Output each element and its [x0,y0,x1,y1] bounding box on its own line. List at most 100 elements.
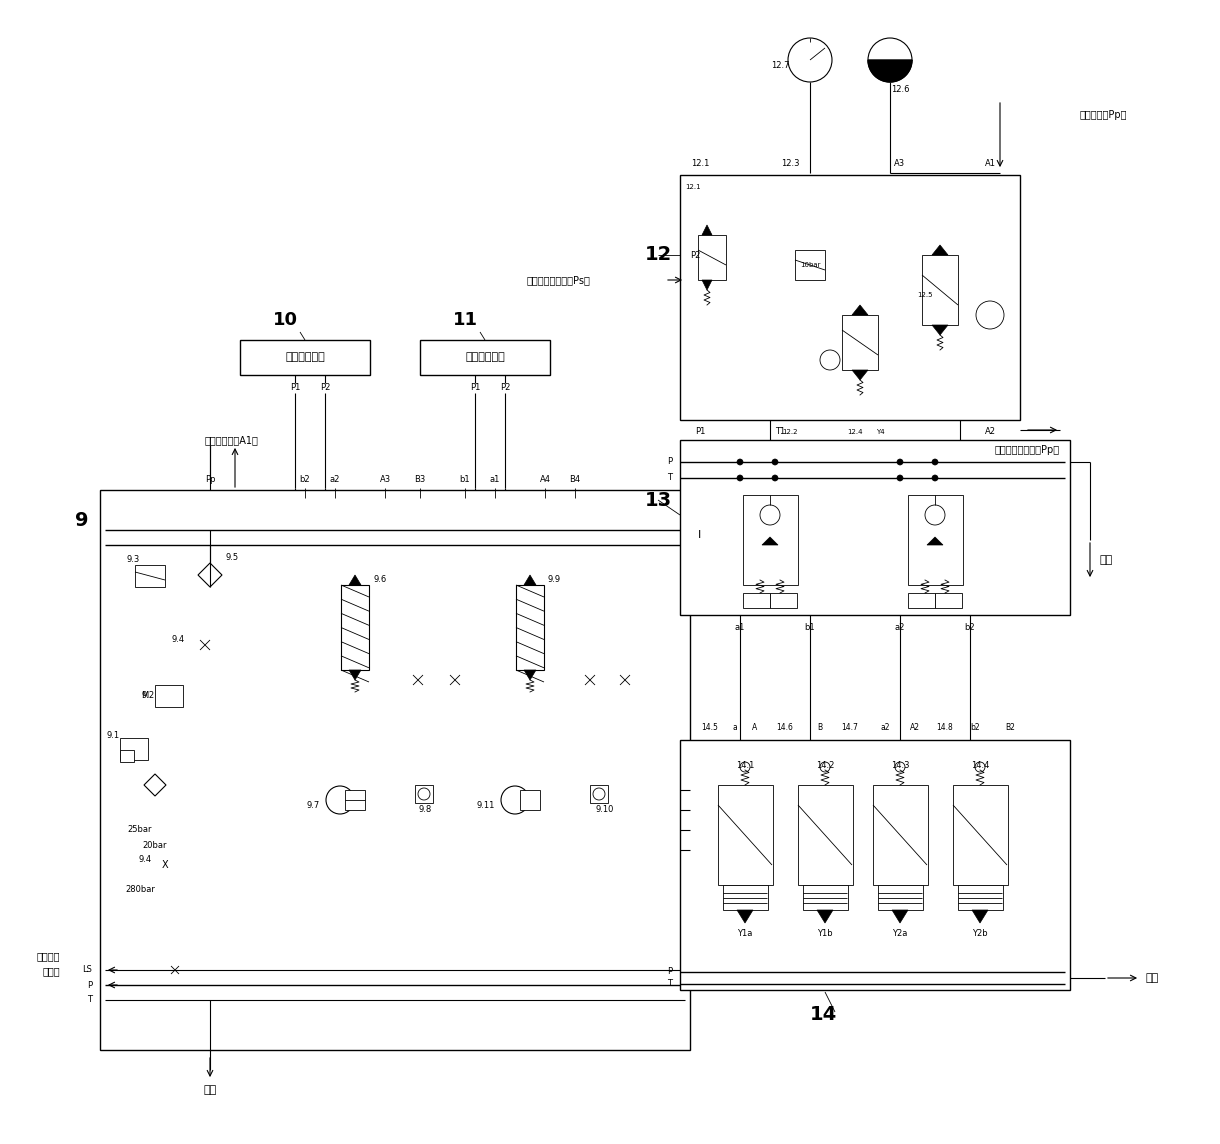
Circle shape [772,459,778,464]
Text: B3: B3 [415,476,426,485]
Text: 12.2: 12.2 [782,429,798,435]
Text: 9.4: 9.4 [172,636,185,644]
Text: 先导控制阀组A1口: 先导控制阀组A1口 [205,435,259,445]
Bar [590,785,608,803]
Text: 12.7: 12.7 [771,61,789,70]
Text: I: I [698,530,701,540]
Text: P: P [87,980,92,990]
Text: 9: 9 [74,510,88,530]
Polygon shape [892,909,908,923]
Bar [516,585,544,670]
Circle shape [737,475,743,480]
Bar [698,235,726,280]
Polygon shape [525,670,536,680]
Text: 第七梭阀: 第七梭阀 [37,951,60,961]
Circle shape [897,475,903,480]
Polygon shape [762,561,778,569]
Circle shape [932,475,938,480]
Bar [935,593,963,607]
Text: 25bar: 25bar [128,826,152,834]
Text: A3: A3 [894,159,905,167]
Text: LS: LS [82,966,92,975]
Text: 9.7: 9.7 [306,801,320,810]
Polygon shape [349,575,361,585]
Bar [953,785,1008,885]
Text: A: A [753,723,758,732]
Bar [680,740,1070,990]
Text: a2: a2 [894,622,905,631]
Bar [342,585,368,670]
Text: 12.1: 12.1 [691,159,709,167]
Circle shape [897,459,903,464]
Text: P2: P2 [691,251,700,260]
Circle shape [737,459,743,464]
Bar [240,340,370,375]
Bar [120,750,134,762]
Text: 9.10: 9.10 [595,805,614,815]
Text: 柱塞泵: 柱塞泵 [43,966,60,976]
Text: T: T [667,979,672,988]
Text: P: P [667,968,672,977]
Text: 12.6: 12.6 [891,86,909,95]
Bar [520,791,540,810]
Text: P1: P1 [290,382,300,391]
Text: T: T [87,995,92,1004]
Text: T: T [667,474,672,483]
Bar [723,885,769,909]
Bar [743,593,770,607]
Bar [345,791,365,810]
Bar [874,785,928,885]
Text: A3: A3 [379,476,390,485]
Text: 9.1: 9.1 [107,731,120,739]
Text: b1: b1 [460,476,471,485]
Polygon shape [702,225,712,235]
Bar [908,495,963,585]
Text: P2: P2 [320,382,331,391]
Bar [135,565,165,587]
Text: 9.6: 9.6 [373,575,387,585]
Text: Pp: Pp [205,476,215,485]
Text: 14.7: 14.7 [842,723,859,732]
Text: P2: P2 [500,382,510,391]
Bar [922,255,958,325]
Polygon shape [927,561,943,569]
Text: a1: a1 [489,476,500,485]
Text: 油箱: 油箱 [204,1085,217,1095]
Bar [155,685,183,707]
Text: A2: A2 [985,428,996,437]
Text: 9.3: 9.3 [127,556,140,564]
Text: a2: a2 [881,723,889,732]
Polygon shape [932,325,948,335]
Polygon shape [144,774,166,796]
Bar [770,593,797,607]
Text: M: M [140,691,148,699]
Text: 行走多路阀Pp口: 行走多路阀Pp口 [1080,110,1127,120]
Text: T1: T1 [775,428,786,437]
Bar [795,251,825,280]
Text: 9.5: 9.5 [224,553,238,562]
Text: 12.3: 12.3 [781,159,799,167]
Bar [680,440,1070,615]
Text: P1: P1 [695,428,705,437]
Bar [680,175,1020,420]
Bar [803,885,848,909]
Text: b2: b2 [300,476,310,485]
Text: 13: 13 [645,491,672,509]
Polygon shape [737,909,753,923]
Text: 14.2: 14.2 [816,761,834,770]
Text: 9.9: 9.9 [548,575,561,585]
Text: 左、右行走减速机Ps口: 左、右行走减速机Ps口 [526,275,590,285]
Text: 10: 10 [272,311,298,329]
Text: A2: A2 [910,723,920,732]
Bar [415,785,433,803]
Text: a1: a1 [734,622,745,631]
Polygon shape [852,370,867,380]
Text: P: P [667,458,672,467]
Text: 14.8: 14.8 [937,723,953,732]
Text: 9.2: 9.2 [142,691,155,699]
Text: P1: P1 [470,382,481,391]
Bar [120,738,148,760]
Bar [420,340,550,375]
Text: B: B [817,723,822,732]
Text: 9.4: 9.4 [138,856,151,865]
